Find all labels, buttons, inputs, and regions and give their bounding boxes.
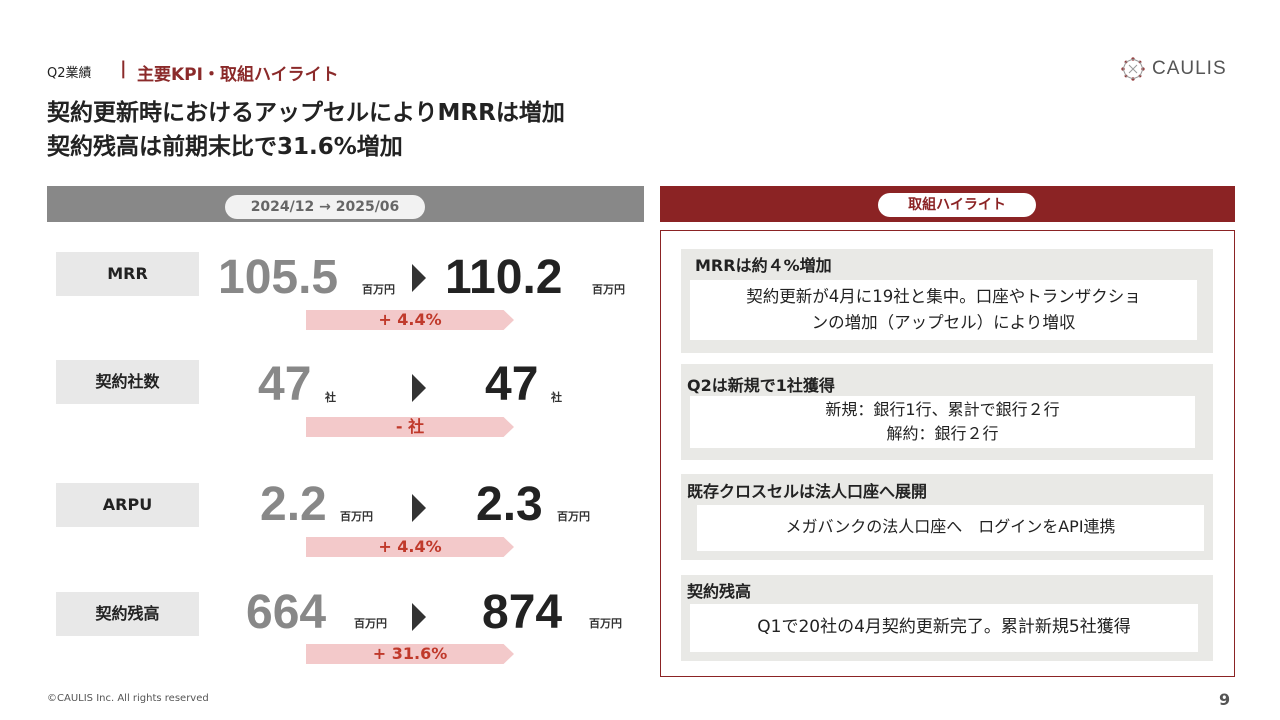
highlight-card-backlog-line-1: Q1で20社の4月契約更新完了。累計新規5社獲得 [757,617,1131,637]
kpi-backlog-after-unit: 百万円 [589,617,622,630]
section-separator: | [120,58,127,79]
headline-line-2: 契約残高は前期末比で31.6%増加 [47,134,403,160]
kpi-label-arpu: ARPU [56,483,199,527]
page-number: 9 [1219,690,1231,709]
arrow-right-icon [412,603,426,631]
kpi-mrr-after-unit: 百万円 [592,283,625,296]
section-title: 主要KPI・取組ハイライト [137,65,339,85]
period-badge: 2024/12 → 2025/06 [225,195,425,219]
highlight-card-cross-sell-body: メガバンクの法人口座へ ログインをAPI連携 [697,505,1204,551]
kpi-arpu-after: 2.3 [476,478,543,531]
logo-text: CAULIS [1152,58,1227,79]
highlight-card-new-clients-line-1: 新規：銀行1行、累計で銀行２行 [825,400,1060,419]
highlight-card-cross-sell-title: 既存クロスセルは法人口座へ展開 [687,482,928,501]
kpi-backlog-after: 874 [482,586,563,639]
section-label: Q2業績 [47,66,92,81]
highlight-card-new-clients-body: 新規：銀行1行、累計で銀行２行 解約：銀行２行 [690,396,1195,448]
kpi-arpu-change: + 4.4% [306,537,514,557]
kpi-contracts-before: 47 [258,358,312,411]
kpi-arpu-before-unit: 百万円 [340,510,373,523]
highlight-card-backlog-title: 契約残高 [687,582,752,601]
highlight-card-backlog-body: Q1で20社の4月契約更新完了。累計新規5社獲得 [690,604,1198,652]
kpi-contracts-after-unit: 社 [551,391,562,404]
kpi-backlog-before: 664 [246,586,327,639]
kpi-backlog-before-unit: 百万円 [354,617,387,630]
copyright: ©CAULIS Inc. All rights reserved [47,693,209,704]
kpi-label-mrr: MRR [56,252,199,296]
kpi-label-backlog: 契約残高 [56,592,199,636]
kpi-arpu-after-unit: 百万円 [557,510,590,523]
highlight-card-cross-sell-line-1: メガバンクの法人口座へ ログインをAPI連携 [785,517,1116,536]
highlights-title: 取組ハイライト [878,193,1036,217]
kpi-contracts-change: - 社 [306,417,514,437]
kpi-contracts-after: 47 [485,358,539,411]
highlight-card-new-clients-line-2: 解約：銀行２行 [886,424,999,443]
highlight-card-new-clients-title: Q2は新規で1社獲得 [687,376,835,395]
caulis-logo: CAULIS [1120,56,1227,82]
arrow-right-icon [412,264,426,292]
kpi-arpu-before: 2.2 [260,478,327,531]
highlight-card-mrr-title: MRRは約４%増加 [695,256,832,275]
kpi-contracts-before-unit: 社 [325,391,336,404]
highlight-card-mrr-body: 契約更新が4月に19社と集中。口座やトランザクショ ンの増加（アップセル）により… [690,280,1197,340]
arrow-right-icon [412,374,426,402]
kpi-mrr-change: + 4.4% [306,310,514,330]
kpi-mrr-before: 105.5 [218,251,339,304]
headline: 契約更新時におけるアップセルによりMRRは増加 契約残高は前期末比で31.6%増… [47,96,565,164]
kpi-mrr-before-unit: 百万円 [362,283,395,296]
logo-mark-icon [1121,57,1145,81]
headline-line-1: 契約更新時におけるアップセルによりMRRは増加 [47,100,565,126]
highlight-card-mrr-line-2: ンの増加（アップセル）により増収 [811,313,1076,332]
kpi-backlog-change: + 31.6% [306,644,514,664]
arrow-right-icon [412,494,426,522]
highlight-card-mrr-line-1: 契約更新が4月に19社と集中。口座やトランザクショ [746,287,1141,306]
kpi-mrr-after: 110.2 [445,251,563,304]
kpi-label-contracts: 契約社数 [56,360,199,404]
